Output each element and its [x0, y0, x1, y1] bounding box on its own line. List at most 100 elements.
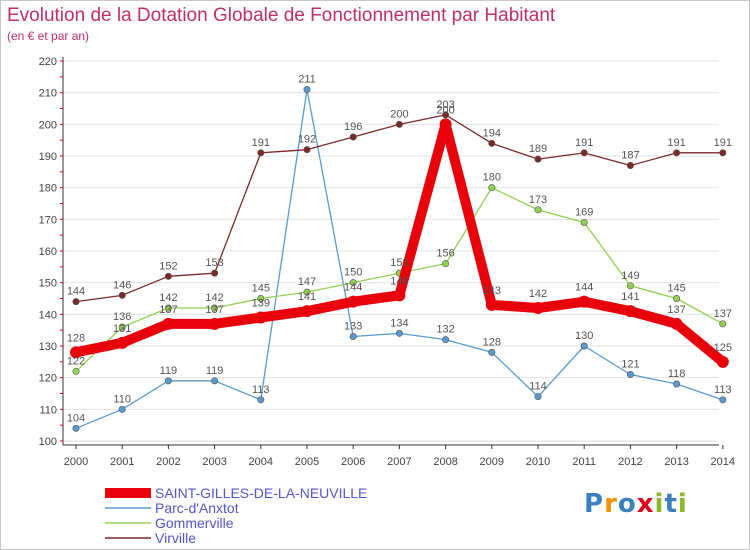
label-saint-gilles-de-la-neuville-2000: 128 — [67, 332, 85, 344]
point-saint-gilles-de-la-neuville-2010 — [532, 302, 544, 314]
label-parc-d-anxtot-2000: 104 — [67, 412, 85, 424]
point-gommerville-2012 — [626, 282, 634, 290]
point-virville-2001 — [118, 291, 126, 299]
legend: SAINT-GILLES-DE-LA-NEUVILLEParc-d'Anxtot… — [105, 485, 367, 546]
label-saint-gilles-de-la-neuville-2009: 143 — [483, 285, 501, 297]
label-saint-gilles-de-la-neuville-2008: 200 — [436, 104, 454, 116]
point-virville-2004 — [257, 149, 265, 157]
x-tick-2009: 2009 — [480, 456, 504, 468]
x-tick-2003: 2003 — [202, 456, 226, 468]
y-tick-130: 130 — [39, 341, 57, 353]
y-tick-160: 160 — [39, 246, 57, 258]
y-tick-120: 120 — [39, 373, 57, 385]
legend-label-saint-gilles-de-la-neuville: SAINT-GILLES-DE-LA-NEUVILLE — [155, 485, 367, 501]
point-parc-d-anxtot-2001 — [118, 405, 126, 413]
point-parc-d-anxtot-2002 — [164, 377, 172, 385]
point-saint-gilles-de-la-neuville-2006 — [347, 295, 360, 308]
point-parc-d-anxtot-2011 — [580, 342, 588, 350]
x-tick-2000: 2000 — [64, 456, 88, 468]
point-gommerville-2001 — [118, 323, 126, 331]
y-tick-110: 110 — [39, 404, 57, 416]
label-saint-gilles-de-la-neuville-2011: 144 — [575, 282, 593, 294]
point-gommerville-2011 — [580, 219, 588, 227]
label-parc-d-anxtot-2009: 128 — [483, 336, 501, 348]
label-virville-2009: 194 — [483, 127, 501, 139]
x-tick-2011: 2011 — [572, 456, 596, 468]
point-gommerville-2000 — [72, 367, 80, 375]
point-parc-d-anxtot-2013 — [673, 380, 681, 388]
label-parc-d-anxtot-2007: 134 — [390, 317, 408, 329]
point-virville-2014 — [719, 149, 727, 157]
label-saint-gilles-de-la-neuville-2001: 131 — [113, 323, 131, 335]
point-virville-2006 — [349, 133, 357, 141]
point-virville-2003 — [211, 269, 219, 277]
point-parc-d-anxtot-2005 — [303, 86, 311, 94]
x-tick-2001: 2001 — [110, 456, 134, 468]
point-parc-d-anxtot-2004 — [257, 396, 265, 404]
label-gommerville-2014: 137 — [714, 308, 732, 320]
label-gommerville-2002: 142 — [159, 292, 177, 304]
point-virville-2012 — [626, 162, 634, 170]
point-gommerville-2008 — [442, 260, 450, 268]
point-saint-gilles-de-la-neuville-2007 — [393, 289, 406, 302]
x-tick-2012: 2012 — [618, 456, 642, 468]
point-gommerville-2002 — [164, 304, 172, 312]
label-gommerville-2004: 145 — [252, 283, 270, 295]
label-gommerville-2000: 122 — [67, 355, 85, 367]
data-labels: 104 110 119 119 113 211 133 134 132 128 114 130 121 1… — [67, 74, 732, 425]
x-tick-2007: 2007 — [387, 456, 411, 468]
point-virville-2000 — [72, 298, 80, 306]
y-tick-200: 200 — [39, 119, 57, 131]
point-parc-d-anxtot-2012 — [626, 370, 634, 378]
y-tick-190: 190 — [39, 151, 57, 163]
point-parc-d-anxtot-2009 — [488, 348, 496, 356]
label-parc-d-anxtot-2013: 118 — [668, 368, 686, 380]
label-parc-d-anxtot-2002: 119 — [160, 365, 178, 377]
label-gommerville-2013: 145 — [667, 283, 685, 295]
point-saint-gilles-de-la-neuville-2012 — [624, 305, 637, 318]
point-gommerville-2003 — [211, 304, 219, 312]
label-saint-gilles-de-la-neuville-2005: 141 — [298, 291, 316, 303]
label-gommerville-2008: 156 — [436, 248, 454, 260]
label-parc-d-anxtot-2010: 114 — [529, 381, 547, 393]
label-saint-gilles-de-la-neuville-2010: 142 — [529, 288, 547, 300]
logo-letter: i — [654, 489, 665, 519]
point-gommerville-2005 — [303, 288, 311, 296]
label-saint-gilles-de-la-neuville-2013: 137 — [667, 304, 685, 316]
point-saint-gilles-de-la-neuville-2013 — [670, 317, 683, 330]
label-parc-d-anxtot-2006: 133 — [344, 321, 362, 333]
label-gommerville-2009: 180 — [483, 172, 501, 184]
label-parc-d-anxtot-2011: 130 — [575, 330, 593, 342]
x-tick-2010: 2010 — [526, 456, 550, 468]
label-gommerville-2012: 149 — [621, 270, 639, 282]
point-saint-gilles-de-la-neuville-2014 — [716, 355, 729, 368]
chart-title: Evolution de la Dotation Globale de Fonc… — [7, 5, 556, 26]
label-virville-2013: 191 — [667, 137, 685, 149]
label-virville-2002: 152 — [159, 260, 177, 272]
point-saint-gilles-de-la-neuville-2003 — [208, 317, 221, 330]
label-parc-d-anxtot-2014: 113 — [714, 384, 732, 396]
point-parc-d-anxtot-2006 — [349, 332, 357, 340]
point-parc-d-anxtot-2000 — [72, 424, 80, 432]
label-parc-d-anxtot-2012: 121 — [621, 359, 639, 371]
point-saint-gilles-de-la-neuville-2001 — [116, 336, 129, 349]
label-virville-2011: 191 — [575, 137, 593, 149]
label-parc-d-anxtot-2004: 113 — [252, 384, 270, 396]
label-gommerville-2005: 147 — [298, 276, 316, 288]
point-gommerville-2004 — [257, 294, 265, 302]
label-virville-2008: 203 — [436, 99, 454, 111]
point-virville-2011 — [580, 149, 588, 157]
y-tick-220: 220 — [39, 56, 57, 68]
logo-letter: r — [604, 489, 618, 519]
point-parc-d-anxtot-2003 — [211, 377, 219, 385]
point-gommerville-2013 — [673, 294, 681, 302]
point-parc-d-anxtot-2007 — [395, 329, 403, 337]
label-gommerville-2006: 150 — [344, 267, 362, 279]
series-group — [70, 86, 729, 432]
label-virville-2001: 146 — [113, 279, 131, 291]
logo-letter: o — [617, 489, 637, 519]
point-virville-2009 — [488, 139, 496, 147]
x-tick-2008: 2008 — [433, 456, 457, 468]
